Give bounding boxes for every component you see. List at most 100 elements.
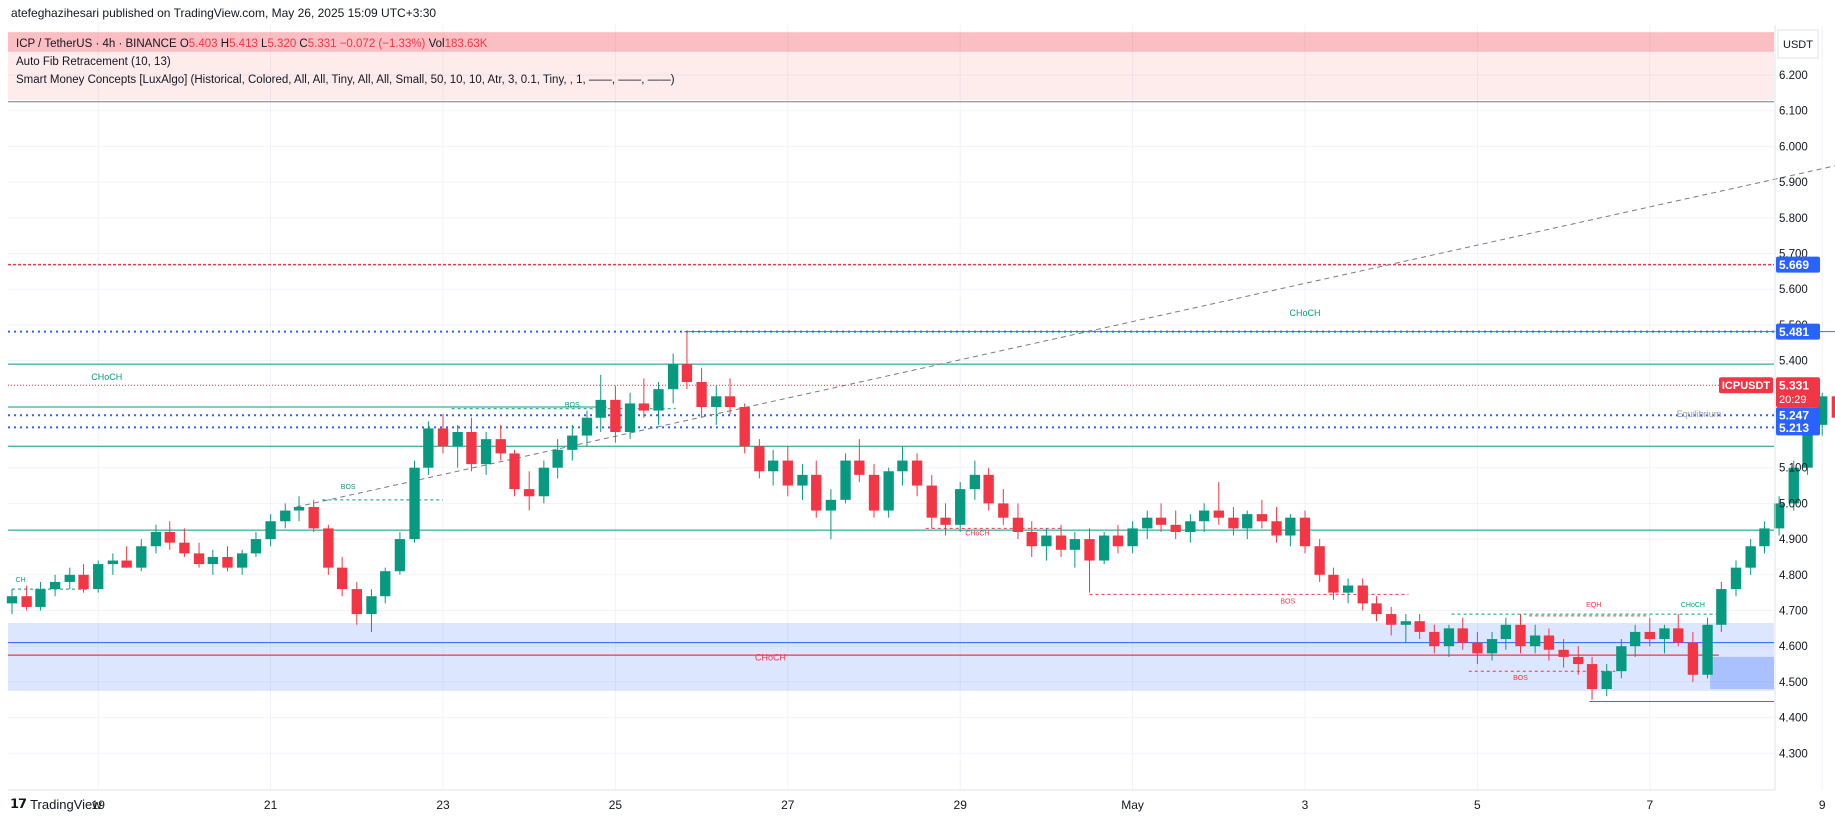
y-tick-label: 4.800 — [1779, 570, 1808, 582]
grid — [8, 25, 1823, 790]
candle — [466, 417, 477, 472]
y-tick-label: 5.900 — [1779, 177, 1808, 189]
candle-body — [1155, 517, 1167, 525]
candle-body — [1069, 539, 1081, 550]
candle-body — [1012, 517, 1024, 532]
candle — [1155, 503, 1167, 532]
candle-body — [280, 510, 291, 522]
candle-body — [164, 531, 175, 543]
candle-body — [1659, 628, 1670, 640]
candle-body — [1730, 567, 1742, 590]
candle — [323, 524, 334, 575]
candle-body — [854, 460, 865, 475]
structure-label: CH — [16, 577, 26, 584]
y-tick-label: 6.100 — [1779, 106, 1808, 118]
candle-body — [1299, 517, 1311, 547]
volume-value: 183.63K — [444, 38, 488, 50]
candle — [394, 531, 406, 575]
premium-zone — [8, 32, 1774, 100]
indicator-smc[interactable]: Smart Money Concepts [LuxAlgo] (Historic… — [16, 74, 675, 86]
candle-body — [107, 560, 119, 565]
candle — [179, 528, 190, 557]
candle — [767, 449, 779, 486]
candle-body — [724, 396, 736, 408]
candle — [782, 446, 793, 497]
candle — [437, 414, 449, 454]
candle-body — [1342, 585, 1354, 593]
candle — [1745, 539, 1756, 575]
candle — [1041, 528, 1052, 561]
candle-body — [1256, 514, 1268, 522]
candle-body — [581, 417, 593, 436]
candle — [1357, 578, 1368, 611]
symbol-title[interactable]: ICP / TetherUS · 4h · BINANCE — [16, 38, 177, 50]
candle-body — [179, 542, 190, 554]
candle-body — [193, 553, 205, 565]
change-value: −0.072 (−1.33%) — [339, 38, 426, 50]
candle — [1443, 624, 1455, 657]
candle-body — [840, 460, 851, 500]
x-tick-label: 3 — [1302, 798, 1309, 812]
candle — [193, 542, 205, 568]
candle — [1616, 639, 1627, 679]
y-tick-label: 4.900 — [1779, 534, 1808, 546]
candle-body — [93, 564, 104, 590]
candle — [955, 481, 966, 532]
candle — [1314, 539, 1325, 582]
candle-body — [940, 517, 951, 525]
candle — [1457, 617, 1468, 650]
currency-box[interactable] — [1777, 29, 1819, 59]
candle-body — [1586, 664, 1598, 690]
candle-body — [811, 474, 822, 511]
candle-body — [1084, 539, 1095, 561]
candle-body — [222, 556, 233, 568]
candle — [1371, 596, 1382, 622]
candle — [1170, 510, 1181, 540]
candle-body — [538, 467, 550, 497]
candle-body — [524, 489, 535, 497]
currency-label[interactable]: USDT — [1783, 39, 1813, 51]
axes: USDT6.2006.1006.0005.9005.8005.7005.6005… — [8, 25, 1826, 812]
candle-body — [567, 435, 578, 450]
candle — [711, 385, 722, 425]
candle — [1529, 624, 1541, 654]
candle-body — [1457, 628, 1468, 643]
candle-body — [1529, 635, 1541, 647]
candle — [825, 489, 837, 540]
candle-body — [1041, 535, 1052, 547]
candle-body — [681, 364, 693, 383]
ohlc-key: L — [257, 38, 268, 50]
candle-body — [1055, 535, 1067, 550]
ohlc-key: C — [296, 38, 308, 50]
candle — [1271, 506, 1282, 543]
symbol-tag-box — [1719, 377, 1773, 394]
candle-body — [250, 539, 262, 554]
y-tick-label: 5.000 — [1779, 498, 1808, 510]
indicator-fib[interactable]: Auto Fib Retracement (10, 13) — [16, 56, 171, 68]
candle — [1730, 560, 1742, 597]
candle — [1773, 496, 1785, 536]
candle-body — [1759, 528, 1770, 547]
structure-label: BOS — [1280, 598, 1295, 605]
candle-body — [1314, 546, 1325, 575]
candle-body — [265, 521, 276, 540]
chart-legend: ICP / TetherUS · 4h · BINANCE O5.403 H5.… — [16, 35, 675, 89]
candle-body — [1170, 524, 1181, 532]
candle-body — [466, 432, 477, 465]
candle — [1472, 631, 1483, 665]
candle-body — [897, 460, 908, 472]
equilibrium-label: Equilibrium — [1677, 409, 1722, 419]
candle — [1142, 510, 1153, 540]
candle — [1659, 624, 1670, 654]
structure-label: EQH — [1586, 602, 1601, 609]
branding[interactable]: 𝟭𝟳 TradingView — [10, 796, 102, 812]
candle — [754, 439, 765, 479]
candle — [49, 574, 61, 597]
candle-body — [6, 596, 18, 604]
x-tick-label: 25 — [609, 798, 623, 812]
candle — [1185, 514, 1196, 543]
candle — [1817, 392, 1828, 436]
candle — [1198, 503, 1210, 532]
tradingview-logo-icon: 𝟭𝟳 — [10, 796, 27, 811]
